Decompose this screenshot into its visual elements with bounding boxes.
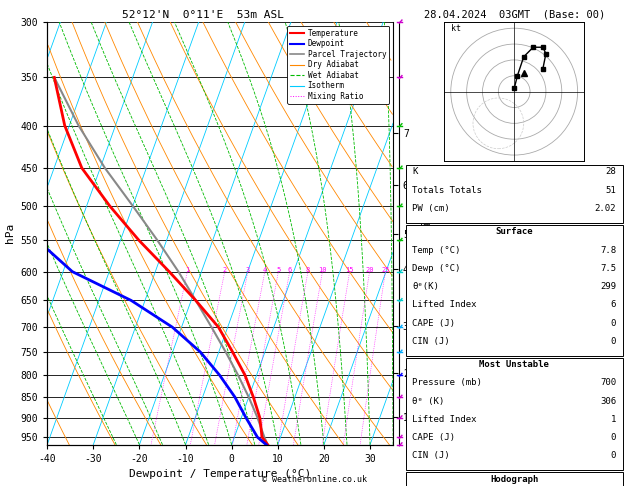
Text: CIN (J): CIN (J): [412, 451, 450, 460]
Text: 700: 700: [600, 379, 616, 387]
Text: 299: 299: [600, 282, 616, 291]
Text: 2.02: 2.02: [594, 204, 616, 213]
Text: 20: 20: [365, 267, 374, 273]
Text: 10: 10: [318, 267, 326, 273]
Text: Dewp (°C): Dewp (°C): [412, 264, 460, 273]
Text: Totals Totals: Totals Totals: [412, 186, 482, 195]
Y-axis label: hPa: hPa: [5, 223, 15, 243]
Text: kt: kt: [451, 24, 461, 34]
Text: 0: 0: [611, 433, 616, 442]
Text: © weatheronline.co.uk: © weatheronline.co.uk: [262, 474, 367, 484]
FancyBboxPatch shape: [406, 225, 623, 356]
Text: 6: 6: [611, 300, 616, 309]
Text: Lifted Index: Lifted Index: [412, 415, 477, 424]
Text: 306: 306: [600, 397, 616, 406]
Text: 1: 1: [186, 267, 189, 273]
Text: 7.5: 7.5: [600, 264, 616, 273]
Text: 25: 25: [381, 267, 389, 273]
Text: Pressure (mb): Pressure (mb): [412, 379, 482, 387]
Text: Temp (°C): Temp (°C): [412, 245, 460, 255]
FancyBboxPatch shape: [406, 165, 623, 223]
Text: 5: 5: [276, 267, 281, 273]
Text: 51: 51: [606, 186, 616, 195]
FancyBboxPatch shape: [406, 358, 623, 470]
Text: 1: 1: [611, 415, 616, 424]
Legend: Temperature, Dewpoint, Parcel Trajectory, Dry Adiabat, Wet Adiabat, Isotherm, Mi: Temperature, Dewpoint, Parcel Trajectory…: [287, 26, 389, 104]
Text: 4: 4: [263, 267, 267, 273]
X-axis label: Dewpoint / Temperature (°C): Dewpoint / Temperature (°C): [129, 469, 311, 479]
Text: CAPE (J): CAPE (J): [412, 319, 455, 328]
Text: Lifted Index: Lifted Index: [412, 300, 477, 309]
Text: LCL: LCL: [435, 439, 450, 449]
Text: θᵉ (K): θᵉ (K): [412, 397, 445, 406]
Text: 0: 0: [611, 319, 616, 328]
Text: 2: 2: [223, 267, 227, 273]
Text: 28: 28: [606, 168, 616, 176]
Text: 15: 15: [345, 267, 354, 273]
Text: 6: 6: [287, 267, 292, 273]
Text: 3: 3: [246, 267, 250, 273]
Text: 7.8: 7.8: [600, 245, 616, 255]
Text: θᵉ(K): θᵉ(K): [412, 282, 439, 291]
Text: Hodograph: Hodograph: [490, 475, 538, 484]
Text: PW (cm): PW (cm): [412, 204, 450, 213]
Text: CAPE (J): CAPE (J): [412, 433, 455, 442]
Text: 8: 8: [306, 267, 310, 273]
Y-axis label: km
ASL: km ASL: [416, 223, 434, 244]
Text: Surface: Surface: [496, 227, 533, 236]
Text: K: K: [412, 168, 418, 176]
Text: Most Unstable: Most Unstable: [479, 360, 549, 369]
Text: 28.04.2024  03GMT  (Base: 00): 28.04.2024 03GMT (Base: 00): [423, 9, 605, 19]
Title: 52°12'N  0°11'E  53m ASL: 52°12'N 0°11'E 53m ASL: [122, 10, 284, 20]
Text: 0: 0: [611, 337, 616, 346]
FancyBboxPatch shape: [406, 472, 623, 486]
Text: CIN (J): CIN (J): [412, 337, 450, 346]
Text: 0: 0: [611, 451, 616, 460]
